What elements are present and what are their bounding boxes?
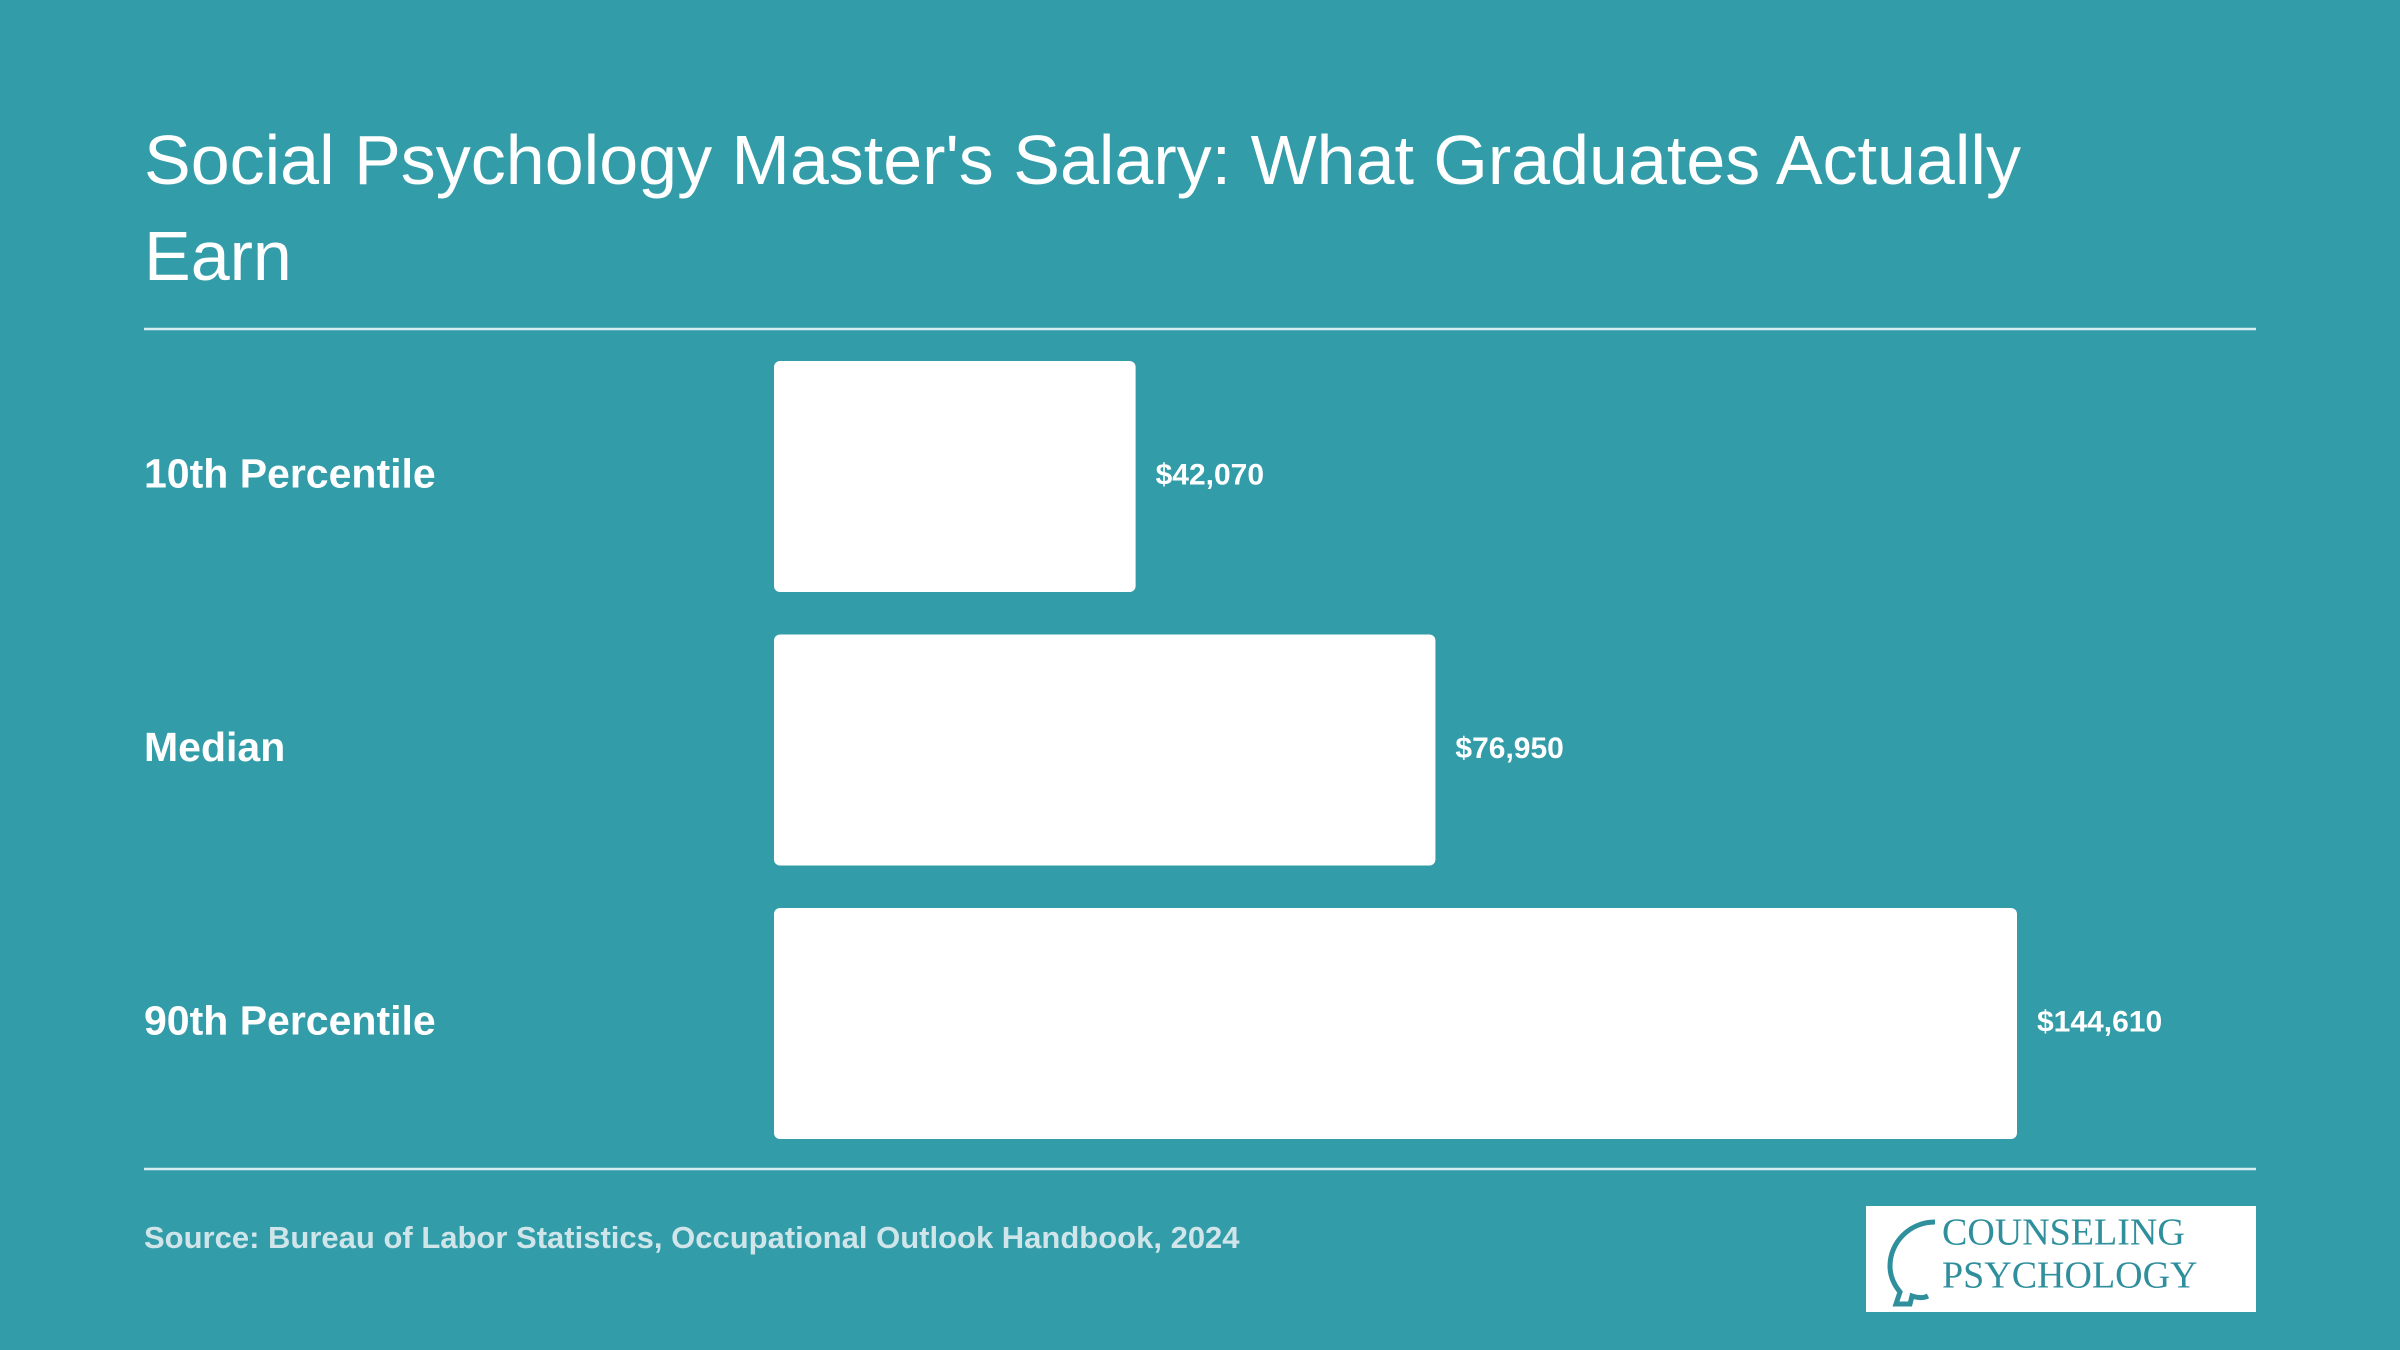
- logo-text: PSYCHOLOGY: [1942, 1255, 2197, 1297]
- value-label: $76,950: [1455, 732, 1563, 765]
- category-label: Median: [144, 724, 285, 770]
- logo-icon: [1887, 1219, 1936, 1307]
- bar: [774, 361, 1136, 592]
- category-label: 90th Percentile: [144, 997, 436, 1043]
- source-note: Source: Bureau of Labor Statistics, Occu…: [144, 1220, 1240, 1255]
- logo: COUNSELING PSYCHOLOGY: [1866, 1206, 2256, 1312]
- value-label: $144,610: [2037, 1005, 2162, 1038]
- logo-text: COUNSELING: [1942, 1212, 2185, 1254]
- value-label: $42,070: [1156, 458, 1264, 491]
- chart-title: Social Psychology Master's Salary: What …: [144, 121, 2021, 295]
- bar: [774, 908, 2017, 1139]
- category-label: 10th Percentile: [144, 450, 436, 496]
- bar: [774, 634, 1436, 866]
